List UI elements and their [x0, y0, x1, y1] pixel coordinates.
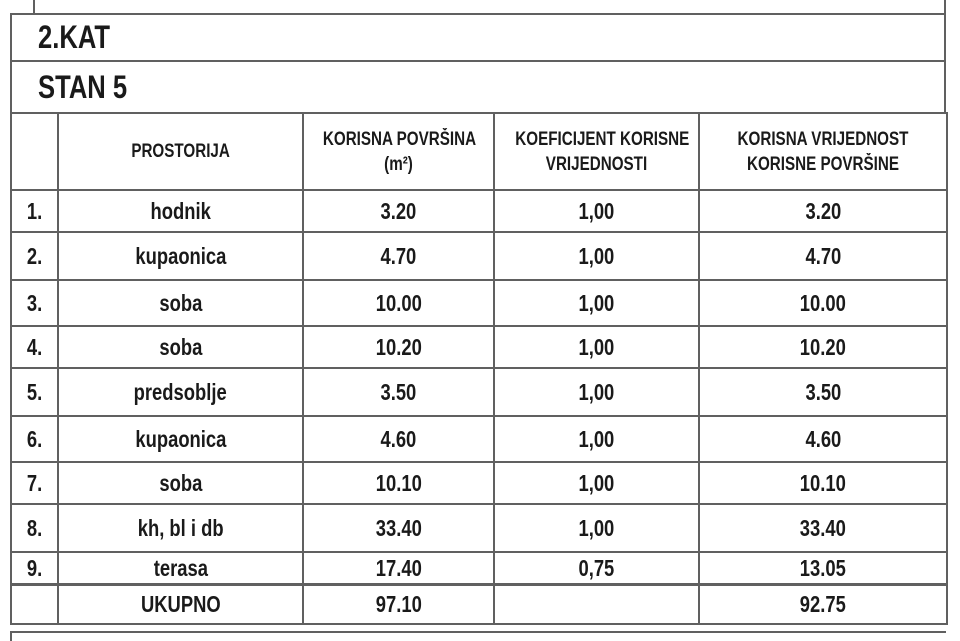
coefficient-cell: 1,00: [493, 415, 700, 463]
table-header-row: PROSTORIJA KORISNA POVRŠINA (m²) KOEFICI…: [10, 112, 948, 191]
total-row: UKUPNO 97.10 92.75: [10, 584, 948, 625]
header-blank-cell: [10, 112, 59, 191]
row-number-cell: 2.: [10, 231, 59, 281]
header-korisna-vrijednost-cell: KORISNA VRIJEDNOST KORISNE POVRŠINE: [698, 112, 948, 191]
row-number-cell: 7.: [10, 461, 59, 505]
value-cell: 4.60: [698, 415, 948, 463]
value-cell: 13.05: [698, 551, 948, 585]
top-tick-left-line: [33, 0, 35, 14]
table-row: 5. predsoblje 3.50 1,00 3.50: [10, 367, 948, 417]
unit-title: STAN 5: [38, 68, 128, 105]
area-cell: 3.50: [302, 367, 495, 417]
value-cell: 10.00: [698, 279, 948, 327]
unit-title-bar: STAN 5: [10, 62, 946, 112]
coefficient-cell: 0,75: [493, 551, 700, 585]
table-row: 6. kupaonica 4.60 1,00 4.60: [10, 415, 948, 463]
header-korisna-povrsina-cell: KORISNA POVRŠINA (m²): [302, 112, 495, 191]
room-name-cell: soba: [57, 461, 304, 505]
table-row: 4. soba 10.20 1,00 10.20: [10, 325, 948, 369]
coefficient-cell: 1,00: [493, 461, 700, 505]
room-name-cell: kh, bl i db: [57, 503, 304, 553]
area-cell: 4.70: [302, 231, 495, 281]
coefficient-cell: 1,00: [493, 189, 700, 233]
area-cell: 10.00: [302, 279, 495, 327]
area-cell: 17.40: [302, 551, 495, 585]
value-cell: 3.50: [698, 367, 948, 417]
room-name-cell: kupaonica: [57, 415, 304, 463]
room-name-cell: soba: [57, 279, 304, 327]
floor-title: 2.KAT: [38, 19, 111, 55]
table-row: 3. soba 10.00 1,00 10.00: [10, 279, 948, 327]
area-cell: 3.20: [302, 189, 495, 233]
row-number-cell: 9.: [10, 551, 59, 585]
room-name-cell: kupaonica: [57, 231, 304, 281]
room-name-cell: hodnik: [57, 189, 304, 233]
row-number-cell: 5.: [10, 367, 59, 417]
total-value-cell: 92.75: [698, 584, 948, 625]
floor-title-bar: 2.KAT: [10, 13, 946, 62]
table-row: 8. kh, bl i db 33.40 1,00 33.40: [10, 503, 948, 553]
total-label-cell: UKUPNO: [57, 584, 304, 625]
area-cell: 10.20: [302, 325, 495, 369]
total-blank-cell: [10, 584, 59, 625]
value-cell: 10.20: [698, 325, 948, 369]
coefficient-cell: 1,00: [493, 279, 700, 327]
top-tick-right-line: [944, 0, 946, 14]
coefficient-cell: 1,00: [493, 325, 700, 369]
row-number-cell: 8.: [10, 503, 59, 553]
coefficient-cell: 1,00: [493, 367, 700, 417]
row-number-cell: 4.: [10, 325, 59, 369]
next-table-edge: [10, 631, 946, 641]
area-cell: 4.60: [302, 415, 495, 463]
value-cell: 4.70: [698, 231, 948, 281]
row-number-cell: 1.: [10, 189, 59, 233]
table-row: 7. soba 10.10 1,00 10.10: [10, 461, 948, 505]
coefficient-cell: 1,00: [493, 503, 700, 553]
header-prostorija-cell: PROSTORIJA: [57, 112, 304, 191]
area-cell: 33.40: [302, 503, 495, 553]
value-cell: 33.40: [698, 503, 948, 553]
coefficient-cell: 1,00: [493, 231, 700, 281]
table-row: 9. terasa 17.40 0,75 13.05: [10, 551, 948, 585]
row-number-cell: 6.: [10, 415, 59, 463]
value-cell: 3.20: [698, 189, 948, 233]
area-table: PROSTORIJA KORISNA POVRŠINA (m²) KOEFICI…: [10, 112, 948, 585]
room-name-cell: soba: [57, 325, 304, 369]
room-name-cell: terasa: [57, 551, 304, 585]
total-table: UKUPNO 97.10 92.75: [10, 584, 948, 625]
total-coefficient-cell: [493, 584, 700, 625]
table-row: 1. hodnik 3.20 1,00 3.20: [10, 189, 948, 233]
room-name-cell: predsoblje: [57, 367, 304, 417]
table-row: 2. kupaonica 4.70 1,00 4.70: [10, 231, 948, 281]
area-cell: 10.10: [302, 461, 495, 505]
row-number-cell: 3.: [10, 279, 59, 327]
header-koeficijent-cell: KOEFICIJENT KORISNE VRIJEDNOSTI: [493, 112, 700, 191]
total-area-cell: 97.10: [302, 584, 495, 625]
value-cell: 10.10: [698, 461, 948, 505]
